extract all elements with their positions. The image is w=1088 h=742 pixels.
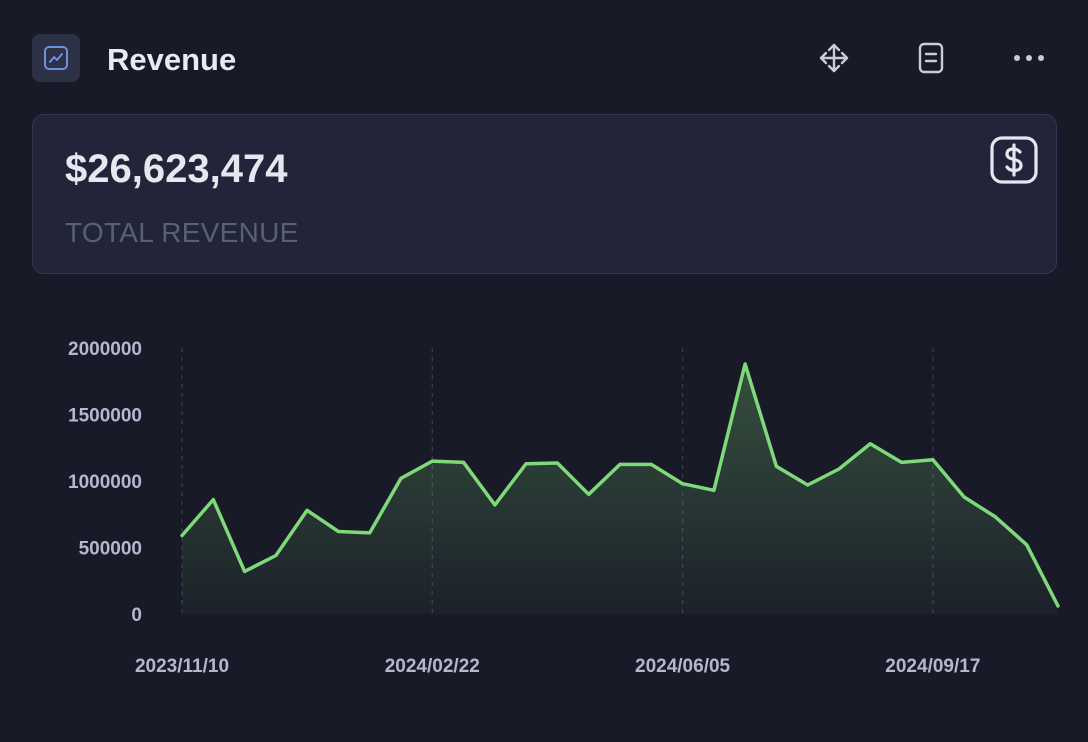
data-point <box>462 460 466 464</box>
y-tick-label: 0 <box>131 605 142 626</box>
x-tick-label: 2024/06/05 <box>635 656 731 677</box>
total-revenue-value: $26,623,474 <box>65 147 288 191</box>
data-point <box>524 462 528 466</box>
x-tick-label: 2024/02/22 <box>385 656 480 677</box>
data-point <box>743 362 747 366</box>
more-dots-icon[interactable] <box>1011 40 1047 76</box>
data-point <box>211 498 215 502</box>
data-point <box>712 488 716 492</box>
data-point <box>1025 543 1029 547</box>
document-icon[interactable] <box>913 40 949 76</box>
data-point <box>774 464 778 468</box>
data-point <box>180 534 184 538</box>
data-point <box>900 460 904 464</box>
data-point <box>243 569 247 573</box>
y-tick-label: 2000000 <box>68 339 142 360</box>
y-tick-label: 1000000 <box>68 472 142 493</box>
data-point <box>555 461 559 465</box>
x-tick-label: 2023/11/10 <box>135 656 229 677</box>
total-revenue-label: TOTAL REVENUE <box>65 217 299 248</box>
data-point <box>336 530 340 534</box>
data-point <box>618 462 622 466</box>
data-point <box>962 495 966 499</box>
data-point <box>274 553 278 557</box>
data-point <box>649 462 653 466</box>
data-point <box>993 515 997 519</box>
y-tick-label: 500000 <box>79 539 142 560</box>
y-tick-label: 1500000 <box>68 406 142 427</box>
data-point <box>681 482 685 486</box>
dollar-icon <box>989 135 1039 185</box>
revenue-chart: 0 500000 1000000 1500000 2000000 2023/11/10 2… <box>68 339 1060 677</box>
data-point <box>305 508 309 512</box>
widget-title: Revenue <box>107 42 237 77</box>
data-point <box>837 467 841 471</box>
revenue-area <box>182 364 1058 614</box>
data-point <box>868 442 872 446</box>
data-point <box>1056 604 1060 608</box>
data-point <box>399 476 403 480</box>
data-point <box>430 459 434 463</box>
x-tick-label: 2024/09/17 <box>885 656 980 677</box>
data-point <box>931 458 935 462</box>
data-point <box>587 492 591 496</box>
summary-card: $26,623,474 TOTAL REVENUE <box>32 114 1057 274</box>
data-point <box>806 483 810 487</box>
data-point <box>493 503 497 507</box>
trend-chart-icon <box>32 34 80 82</box>
data-point <box>368 531 372 535</box>
move-arrows-icon[interactable] <box>816 40 852 76</box>
header: Revenue <box>32 34 1056 84</box>
